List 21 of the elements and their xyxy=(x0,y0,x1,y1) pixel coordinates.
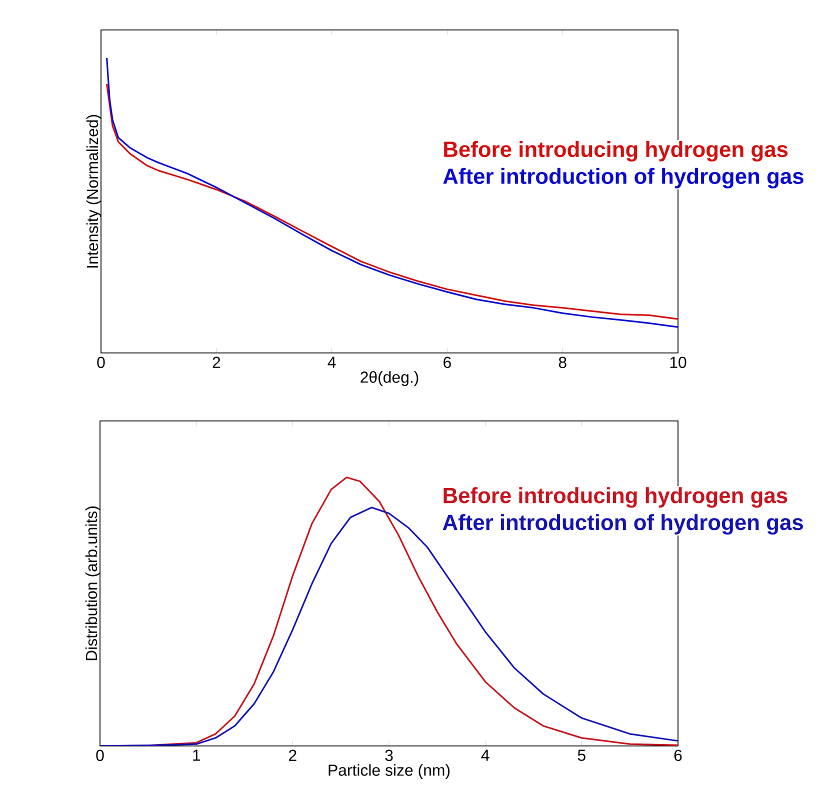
x-axis-title: 2θ(deg.) xyxy=(360,371,418,386)
x-tick-label: 8 xyxy=(558,356,566,368)
x-tick-label: 3 xyxy=(385,750,393,762)
x-tick-label: 2 xyxy=(212,356,220,368)
x-tick-label: 10 xyxy=(670,356,686,368)
x-axis-title: Particle size (nm) xyxy=(328,764,450,779)
x-tick-label: 0 xyxy=(97,356,105,368)
x-tick-label: 4 xyxy=(481,750,490,761)
x-tick-label: 5 xyxy=(578,750,586,761)
text: Before introducing hydrogen gas xyxy=(444,487,788,508)
text: After introduction of hydrogen gas xyxy=(443,168,804,188)
x-tick-label: 4 xyxy=(328,356,336,368)
text: Before introducing hydrogen gas xyxy=(444,140,788,162)
y-axis-title: Intensity (Normalized) xyxy=(86,115,102,268)
y-axis-title: Distribution (arb.units) xyxy=(85,506,100,660)
x-tick-label: 6 xyxy=(444,356,451,368)
x-tick-label: 1 xyxy=(193,750,200,761)
x-tick-label: 0 xyxy=(96,750,104,762)
x-tick-label: 2 xyxy=(289,750,296,761)
x-tick-label: 6 xyxy=(674,750,682,762)
series-label: After introduction of hydrogen gas xyxy=(442,514,803,535)
